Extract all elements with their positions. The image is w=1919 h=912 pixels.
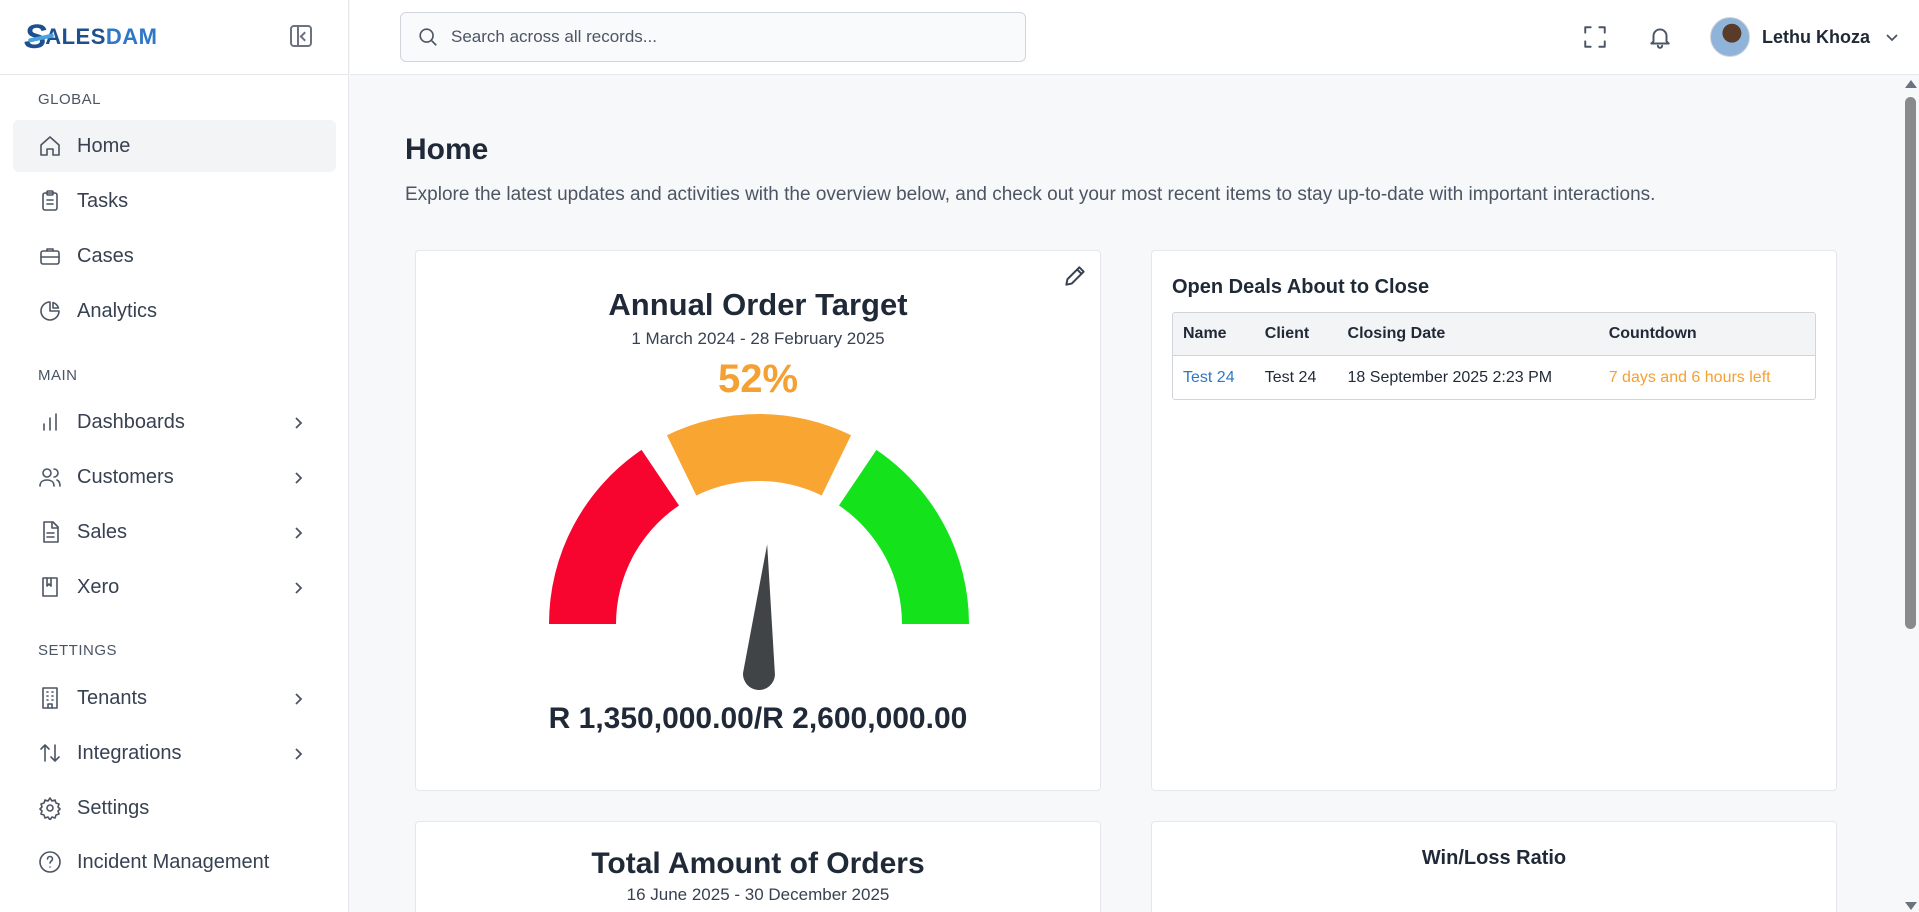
sidebar-collapse-icon[interactable] bbox=[290, 25, 312, 47]
scroll-down-arrow[interactable] bbox=[1905, 902, 1917, 910]
column-header-name[interactable]: Name bbox=[1183, 325, 1227, 342]
sidebar-item-label: Incident Management bbox=[77, 850, 270, 873]
gauge-segment-mid bbox=[666, 414, 852, 496]
column-header-countdown[interactable]: Countdown bbox=[1608, 325, 1697, 342]
bar-chart-icon bbox=[38, 410, 62, 434]
chevron-down-icon bbox=[1886, 34, 1898, 42]
total-orders-card: Total Amount of Orders 16 June 2025 - 30… bbox=[415, 821, 1101, 912]
target-period: 1 March 2024 - 28 February 2025 bbox=[631, 329, 885, 348]
sidebar-item-label: Xero bbox=[77, 575, 120, 598]
sidebar-item-label: Tenants bbox=[77, 686, 148, 709]
deal-closing-date: 18 September 2025 2:23 PM bbox=[1347, 368, 1553, 386]
avatar[interactable] bbox=[1710, 17, 1750, 57]
scroll-thumb[interactable] bbox=[1905, 97, 1916, 629]
chevron-right-icon bbox=[290, 469, 306, 485]
page-scrollbar[interactable] bbox=[1901, 76, 1919, 912]
section-label-global: GLOBAL bbox=[38, 91, 102, 108]
target-title: Annual Order Target bbox=[608, 287, 908, 322]
sidebar-item-home[interactable]: Home bbox=[13, 120, 336, 172]
users-icon bbox=[38, 465, 62, 489]
sidebar-item-label: Analytics bbox=[77, 299, 158, 322]
sidebar-item-label: Integrations bbox=[77, 741, 182, 764]
target-total: R 1,350,000.00/R 2,600,000.00 bbox=[548, 702, 968, 735]
chevron-right-icon bbox=[290, 414, 306, 430]
sidebar-item-dashboards[interactable]: Dashboards bbox=[13, 396, 336, 448]
sidebar-item-tenants[interactable]: Tenants bbox=[13, 672, 336, 724]
user-name: Lethu Khoza bbox=[1762, 26, 1870, 47]
sidebar-item-label: Sales bbox=[77, 520, 128, 543]
home-icon bbox=[38, 134, 62, 158]
salesdam-logo[interactable]: S ALESDAM bbox=[24, 17, 158, 56]
orders-period: 16 June 2025 - 30 December 2025 bbox=[626, 885, 890, 904]
page-title: Home bbox=[405, 133, 489, 166]
sidebar-item-label: Dashboards bbox=[77, 410, 185, 433]
sidebar-item-label: Customers bbox=[77, 465, 174, 488]
user-menu[interactable]: Lethu Khoza bbox=[1710, 16, 1900, 58]
column-header-client[interactable]: Client bbox=[1264, 325, 1310, 342]
sidebar-item-xero[interactable]: Xero bbox=[13, 561, 336, 613]
deal-name-link[interactable]: Test 24 bbox=[1183, 368, 1235, 386]
table-row: Test 24 Test 24 18 September 2025 2:23 P… bbox=[1173, 356, 1815, 399]
chevron-right-icon bbox=[290, 579, 306, 595]
section-label-settings: SETTINGS bbox=[38, 642, 118, 659]
chevron-right-icon bbox=[290, 745, 306, 761]
column-header-closing-date[interactable]: Closing Date bbox=[1347, 325, 1446, 342]
search-bar[interactable] bbox=[400, 12, 1026, 62]
topbar: Lethu Khoza bbox=[350, 0, 1919, 75]
scroll-up-arrow[interactable] bbox=[1905, 80, 1917, 88]
gauge-segment-low bbox=[549, 449, 680, 624]
winloss-title: Win/Loss Ratio bbox=[1421, 847, 1567, 869]
chevron-right-icon bbox=[290, 690, 306, 706]
target-percent: 52% bbox=[717, 357, 799, 401]
deal-client: Test 24 bbox=[1264, 368, 1317, 386]
briefcase-icon bbox=[38, 244, 62, 268]
search-icon bbox=[419, 28, 437, 46]
gauge-needle bbox=[743, 544, 775, 690]
sidebar-item-sales[interactable]: Sales bbox=[13, 506, 336, 558]
sidebar: S ALESDAM GLOBAL Home Tasks Cases Analyti… bbox=[0, 0, 349, 912]
sidebar-item-tasks[interactable]: Tasks bbox=[13, 175, 336, 227]
bell-icon[interactable] bbox=[1647, 24, 1673, 50]
open-deals-card: Open Deals About to Close Name Client Cl… bbox=[1151, 250, 1837, 791]
target-gauge bbox=[549, 414, 969, 690]
page-description: Explore the latest updates and activitie… bbox=[405, 184, 1656, 205]
sidebar-item-label: Tasks bbox=[77, 189, 129, 212]
logo-bar: S ALESDAM bbox=[0, 0, 348, 75]
fullscreen-icon[interactable] bbox=[1582, 24, 1608, 50]
search-input[interactable] bbox=[451, 27, 1011, 47]
building-icon bbox=[38, 686, 62, 710]
clipboard-icon bbox=[38, 189, 62, 213]
book-icon bbox=[38, 575, 62, 599]
document-icon bbox=[38, 520, 62, 544]
pencil-icon[interactable] bbox=[1062, 263, 1088, 289]
sidebar-item-label: Home bbox=[77, 134, 131, 157]
deals-title: Open Deals About to Close bbox=[1172, 276, 1430, 298]
annual-order-target-card: Annual Order Target 1 March 2024 - 28 Fe… bbox=[415, 250, 1101, 791]
sidebar-item-label: Settings bbox=[77, 796, 150, 819]
deal-countdown: 7 days and 6 hours left bbox=[1608, 368, 1771, 386]
sidebar-item-settings[interactable]: Settings bbox=[13, 782, 336, 834]
gauge-segment-high bbox=[838, 449, 969, 624]
sidebar-item-customers[interactable]: Customers bbox=[13, 451, 336, 503]
orders-title: Total Amount of Orders bbox=[591, 847, 925, 880]
sidebar-item-label: Cases bbox=[77, 244, 134, 267]
sidebar-item-integrations[interactable]: Integrations bbox=[13, 727, 336, 779]
chevron-right-icon bbox=[290, 524, 306, 540]
section-label-main: MAIN bbox=[38, 367, 78, 384]
sidebar-item-analytics[interactable]: Analytics bbox=[13, 285, 336, 337]
deals-table: Name Client Closing Date Countdown Test … bbox=[1172, 312, 1816, 400]
sidebar-item-incident-management[interactable]: Incident Management bbox=[13, 836, 336, 888]
sidebar-item-cases[interactable]: Cases bbox=[13, 230, 336, 282]
pie-chart-icon bbox=[38, 299, 62, 323]
gear-icon bbox=[38, 796, 62, 820]
arrows-updown-icon bbox=[38, 741, 62, 765]
win-loss-card: Win/Loss Ratio bbox=[1151, 821, 1837, 912]
table-header-row: Name Client Closing Date Countdown bbox=[1173, 313, 1815, 356]
help-circle-icon bbox=[38, 850, 62, 874]
